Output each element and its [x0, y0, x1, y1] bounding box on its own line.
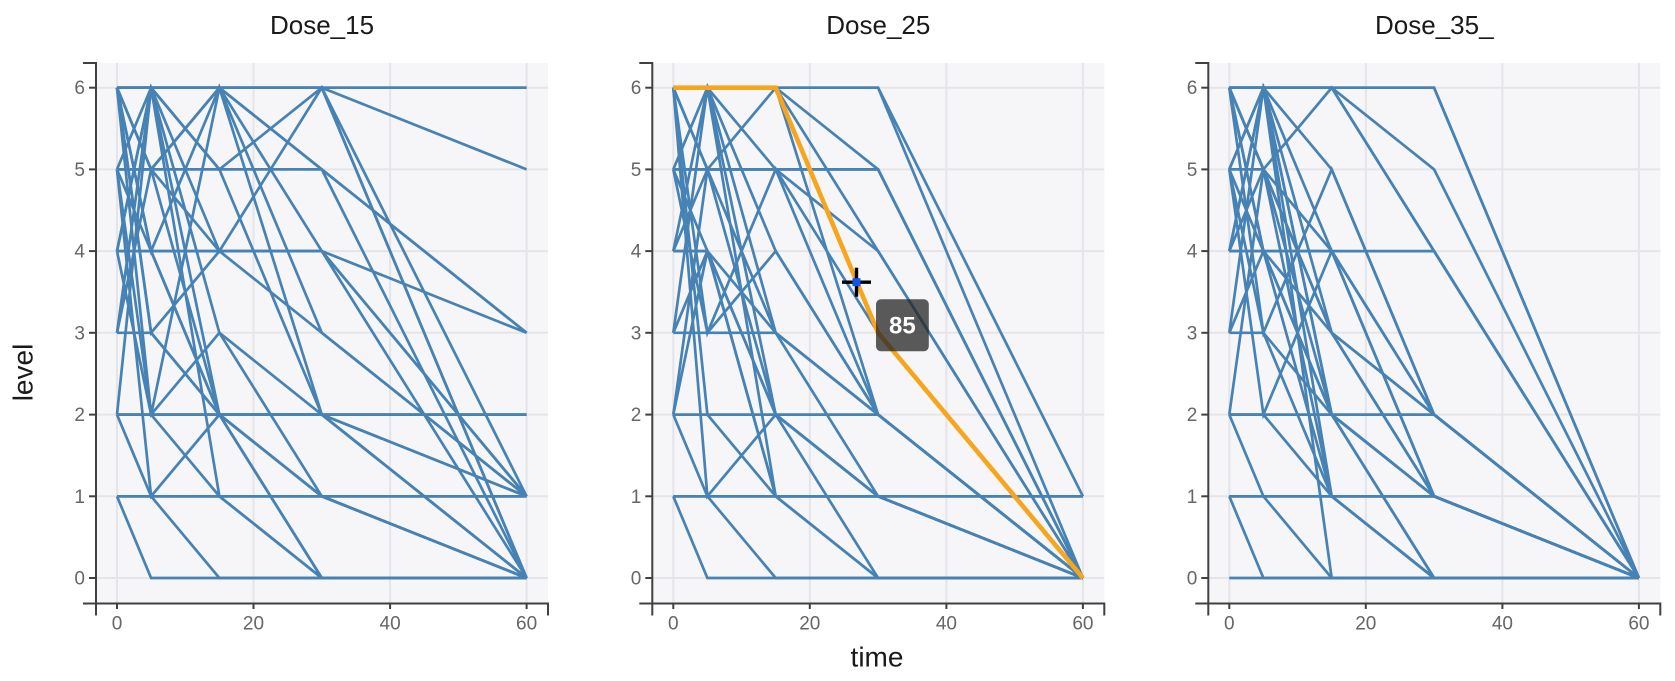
- svg-text:2: 2: [1187, 405, 1198, 426]
- svg-text:level: level: [8, 344, 39, 402]
- svg-text:1: 1: [1187, 487, 1198, 508]
- svg-text:1: 1: [74, 487, 85, 508]
- svg-text:0: 0: [668, 613, 679, 634]
- svg-text:6: 6: [631, 78, 642, 99]
- svg-text:2: 2: [631, 405, 642, 426]
- svg-text:20: 20: [243, 613, 264, 634]
- svg-text:0: 0: [74, 569, 85, 590]
- svg-text:85: 85: [889, 313, 916, 340]
- svg-text:Dose_35_: Dose_35_: [1375, 10, 1494, 40]
- svg-text:20: 20: [799, 613, 820, 634]
- svg-text:4: 4: [631, 242, 642, 263]
- svg-text:0: 0: [631, 569, 642, 590]
- svg-text:Dose_15: Dose_15: [270, 10, 374, 40]
- svg-text:0: 0: [1224, 613, 1235, 634]
- svg-text:5: 5: [1187, 160, 1198, 181]
- svg-text:5: 5: [74, 160, 85, 181]
- svg-text:2: 2: [74, 405, 85, 426]
- svg-text:60: 60: [1628, 613, 1649, 634]
- svg-text:6: 6: [74, 78, 85, 99]
- svg-text:60: 60: [516, 613, 537, 634]
- svg-text:Dose_25: Dose_25: [826, 10, 930, 40]
- svg-text:3: 3: [74, 323, 85, 344]
- svg-text:0: 0: [1187, 569, 1198, 590]
- svg-text:40: 40: [1492, 613, 1513, 634]
- svg-text:1: 1: [631, 487, 642, 508]
- svg-text:0: 0: [112, 613, 123, 634]
- svg-text:20: 20: [1355, 613, 1376, 634]
- svg-text:3: 3: [1187, 323, 1198, 344]
- svg-text:60: 60: [1072, 613, 1093, 634]
- svg-text:time: time: [851, 642, 904, 673]
- svg-text:40: 40: [380, 613, 401, 634]
- svg-text:40: 40: [936, 613, 957, 634]
- svg-text:4: 4: [1187, 242, 1198, 263]
- svg-text:3: 3: [631, 323, 642, 344]
- svg-text:5: 5: [631, 160, 642, 181]
- svg-text:6: 6: [1187, 78, 1198, 99]
- svg-text:4: 4: [74, 242, 85, 263]
